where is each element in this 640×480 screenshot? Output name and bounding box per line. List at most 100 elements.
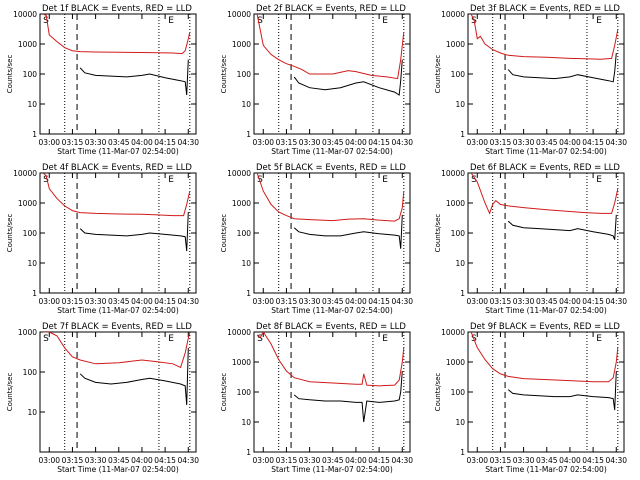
chart-panel-4: Det 4f BLACK = Events, RED = LLD Counts/s… [6, 163, 199, 315]
start-marker: S [257, 16, 263, 26]
x-tick-label: 04:15 [154, 138, 176, 147]
x-tick-label: 04:00 [131, 297, 153, 306]
x-tick-label: 04:15 [582, 456, 604, 465]
x-axis-label: Start Time (11-Mar-07 02:54:00) [485, 465, 607, 474]
start-marker: S [257, 334, 263, 344]
y-tick-label: 1000 [18, 328, 37, 337]
y-axis-label: Counts/sec [434, 214, 442, 253]
plot-frame [39, 13, 197, 135]
x-tick-label: 04:00 [559, 297, 581, 306]
chart-panel-8: Det 8f BLACK = Events, RED = LLD Counts/s… [220, 322, 413, 474]
y-axis-label: Counts/sec [434, 55, 442, 94]
x-tick-label: 04:15 [582, 297, 604, 306]
y-tick-label: 100 [451, 388, 466, 397]
y-tick-label: 1000 [18, 40, 37, 49]
plot-frame [39, 331, 197, 453]
end-marker: E [168, 334, 174, 344]
x-tick-label: 04:00 [345, 456, 367, 465]
y-tick-label: 100 [23, 70, 38, 79]
end-marker: E [168, 16, 174, 26]
end-marker: E [596, 334, 602, 344]
y-tick-label: 10000 [227, 328, 251, 337]
chart-panel-5: Det 5f BLACK = Events, RED = LLD Counts/s… [220, 163, 413, 315]
y-tick-label: 100 [451, 229, 466, 238]
y-tick-label: 10 [241, 418, 251, 427]
y-tick-label: 10 [27, 408, 37, 417]
x-tick-label: 03:30 [299, 297, 321, 306]
x-tick-label: 03:00 [38, 138, 60, 147]
chart-panel-1: Det 1f BLACK = Events, RED = LLD Counts/s… [6, 4, 199, 156]
chart-panel-9: Det 9f BLACK = Events, RED = LLD Counts/s… [434, 322, 627, 474]
y-tick-label: 10000 [441, 169, 465, 178]
x-tick-label: 03:45 [322, 138, 344, 147]
x-tick-label: 04:00 [559, 456, 581, 465]
y-tick-label: 10 [455, 418, 465, 427]
series-group [42, 14, 191, 96]
y-tick-label: 1000 [446, 199, 465, 208]
series-group [256, 332, 405, 423]
x-tick-label: 04:15 [368, 456, 390, 465]
y-tick-label: 10 [27, 100, 37, 109]
x-tick-label: 03:15 [490, 456, 512, 465]
lld-rate-line [256, 14, 405, 80]
x-tick-label: 03:45 [536, 138, 558, 147]
start-marker: S [43, 16, 49, 26]
end-marker: E [382, 334, 388, 344]
x-tick-label: 04:30 [177, 138, 199, 147]
events-rate-line [293, 214, 403, 249]
y-tick-label: 1000 [446, 358, 465, 367]
x-tick-label: 04:30 [177, 297, 199, 306]
y-tick-label: 10 [455, 259, 465, 268]
x-tick-label: 03:15 [62, 456, 84, 465]
y-tick-label: 1 [32, 130, 37, 139]
series-group [470, 14, 619, 83]
events-rate-line [507, 214, 617, 240]
y-axis-label: Counts/sec [6, 373, 14, 412]
y-tick-label: 100 [23, 229, 38, 238]
x-tick-label: 03:45 [536, 297, 558, 306]
events-rate-line [293, 59, 403, 96]
chart-title: Det 5f BLACK = Events, RED = LLD [256, 163, 406, 173]
x-tick-label: 03:45 [108, 138, 130, 147]
x-tick-label: 03:00 [466, 297, 488, 306]
x-tick-label: 03:45 [322, 456, 344, 465]
y-tick-label: 1 [32, 289, 37, 298]
x-tick-label: 03:30 [513, 138, 535, 147]
y-axis-label: Counts/sec [220, 373, 228, 412]
chart-title: Det 8f BLACK = Events, RED = LLD [256, 322, 406, 332]
chart-panel-3: Det 3f BLACK = Events, RED = LLD Counts/s… [434, 4, 627, 156]
chart-title: Det 9f BLACK = Events, RED = LLD [470, 322, 620, 332]
x-tick-label: 04:15 [368, 297, 390, 306]
lld-rate-line [470, 173, 619, 215]
x-tick-label: 03:15 [276, 297, 298, 306]
x-tick-label: 04:00 [345, 297, 367, 306]
lld-rate-line [256, 332, 405, 387]
y-tick-label: 1000 [18, 199, 37, 208]
x-tick-label: 04:00 [345, 138, 367, 147]
lld-rate-line [42, 14, 191, 55]
x-tick-label: 03:30 [299, 456, 321, 465]
chart-panel-6: Det 6f BLACK = Events, RED = LLD Counts/s… [434, 163, 627, 315]
lld-rate-line [470, 14, 619, 60]
x-tick-label: 03:30 [299, 138, 321, 147]
y-axis-label: Counts/sec [434, 373, 442, 412]
y-tick-label: 100 [237, 388, 252, 397]
y-tick-label: 1000 [446, 40, 465, 49]
y-axis-label: Counts/sec [6, 55, 14, 94]
y-axis-label: Counts/sec [6, 214, 14, 253]
x-axis-label: Start Time (11-Mar-07 02:54:00) [271, 465, 393, 474]
x-tick-label: 03:15 [62, 297, 84, 306]
x-tick-label: 03:45 [108, 456, 130, 465]
end-marker: E [382, 16, 388, 26]
y-tick-label: 100 [237, 70, 252, 79]
x-tick-label: 04:30 [605, 456, 627, 465]
plot-frame [467, 13, 625, 135]
x-tick-label: 04:30 [391, 138, 413, 147]
chart-panel-7: Det 7f BLACK = Events, RED = LLD Counts/s… [6, 322, 199, 474]
x-tick-label: 04:15 [154, 456, 176, 465]
series-group [42, 173, 191, 252]
x-tick-label: 03:00 [466, 456, 488, 465]
y-tick-label: 1 [246, 448, 251, 457]
x-tick-label: 03:15 [62, 138, 84, 147]
